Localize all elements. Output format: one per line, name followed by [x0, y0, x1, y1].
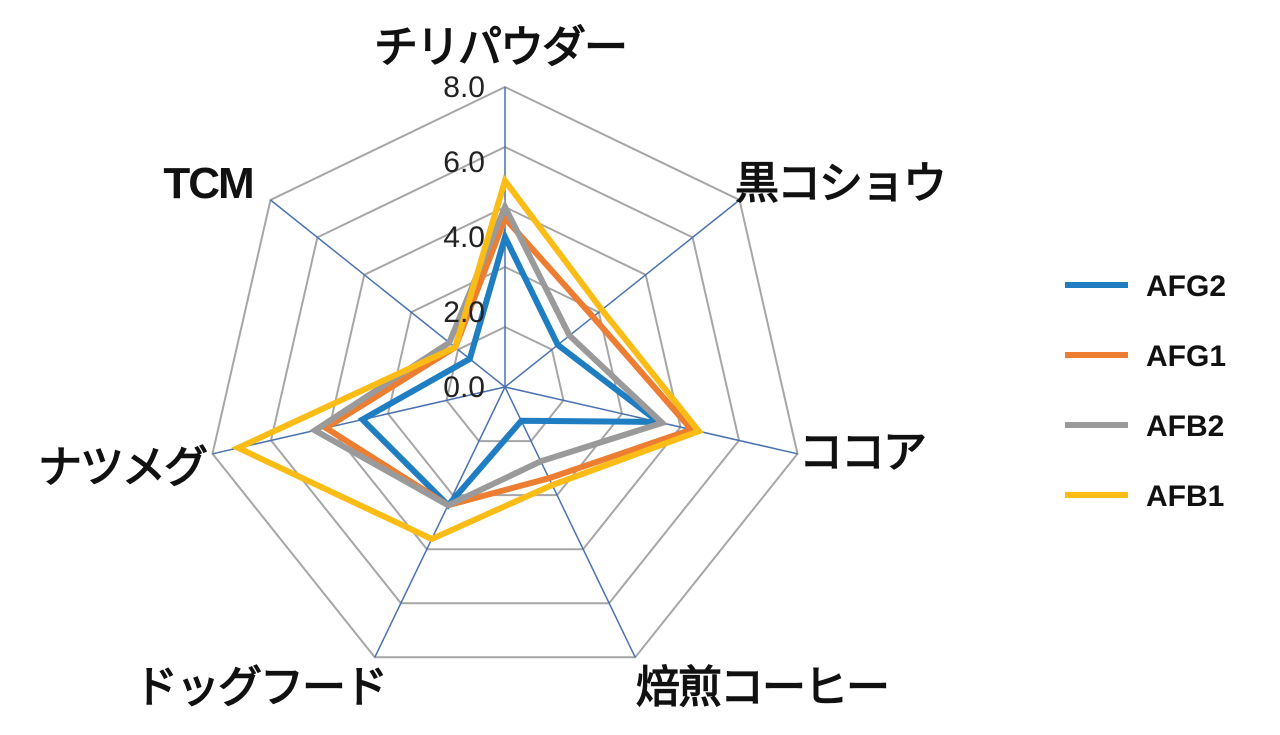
axis-label: ナツメグ [38, 443, 208, 492]
tick-label: 0.0 [443, 371, 485, 404]
legend-label: AFG1 [1146, 340, 1226, 373]
radar-spokes [212, 87, 798, 658]
legend: AFG2 AFG1 AFB2 AFB1 [1065, 270, 1226, 513]
grid-ring [211, 85, 799, 659]
legend-label: AFG2 [1146, 270, 1226, 303]
tick-label: 8.0 [443, 71, 485, 104]
legend-label: AFB1 [1146, 480, 1224, 513]
axis-spoke [374, 386, 506, 658]
grid-ring [328, 205, 682, 551]
tick-label: 2.0 [443, 296, 485, 329]
axis-spoke [504, 199, 740, 388]
tick-label: 4.0 [443, 221, 485, 254]
axis-spoke [270, 199, 506, 388]
axis-label: ココア [799, 428, 925, 477]
axis-spoke [504, 386, 636, 658]
grid-ring [269, 145, 741, 605]
legend-label: AFB2 [1146, 410, 1224, 443]
radar-series [231, 174, 704, 543]
series-afb1-line [231, 174, 704, 543]
axis-label: 焙煎コーヒー [636, 663, 888, 712]
tick-labels: 0.0 2.0 4.0 6.0 8.0 [443, 71, 485, 404]
axis-label: 黒コショウ [735, 159, 945, 208]
tick-label: 6.0 [443, 146, 485, 179]
series-afg2-line [357, 228, 668, 510]
axis-label: チリパウダー [374, 23, 626, 72]
axis-label: ドッグフード [134, 663, 386, 712]
axis-label: TCM [163, 159, 252, 208]
axis-spoke [212, 386, 506, 455]
series-afg1-line [320, 212, 697, 509]
